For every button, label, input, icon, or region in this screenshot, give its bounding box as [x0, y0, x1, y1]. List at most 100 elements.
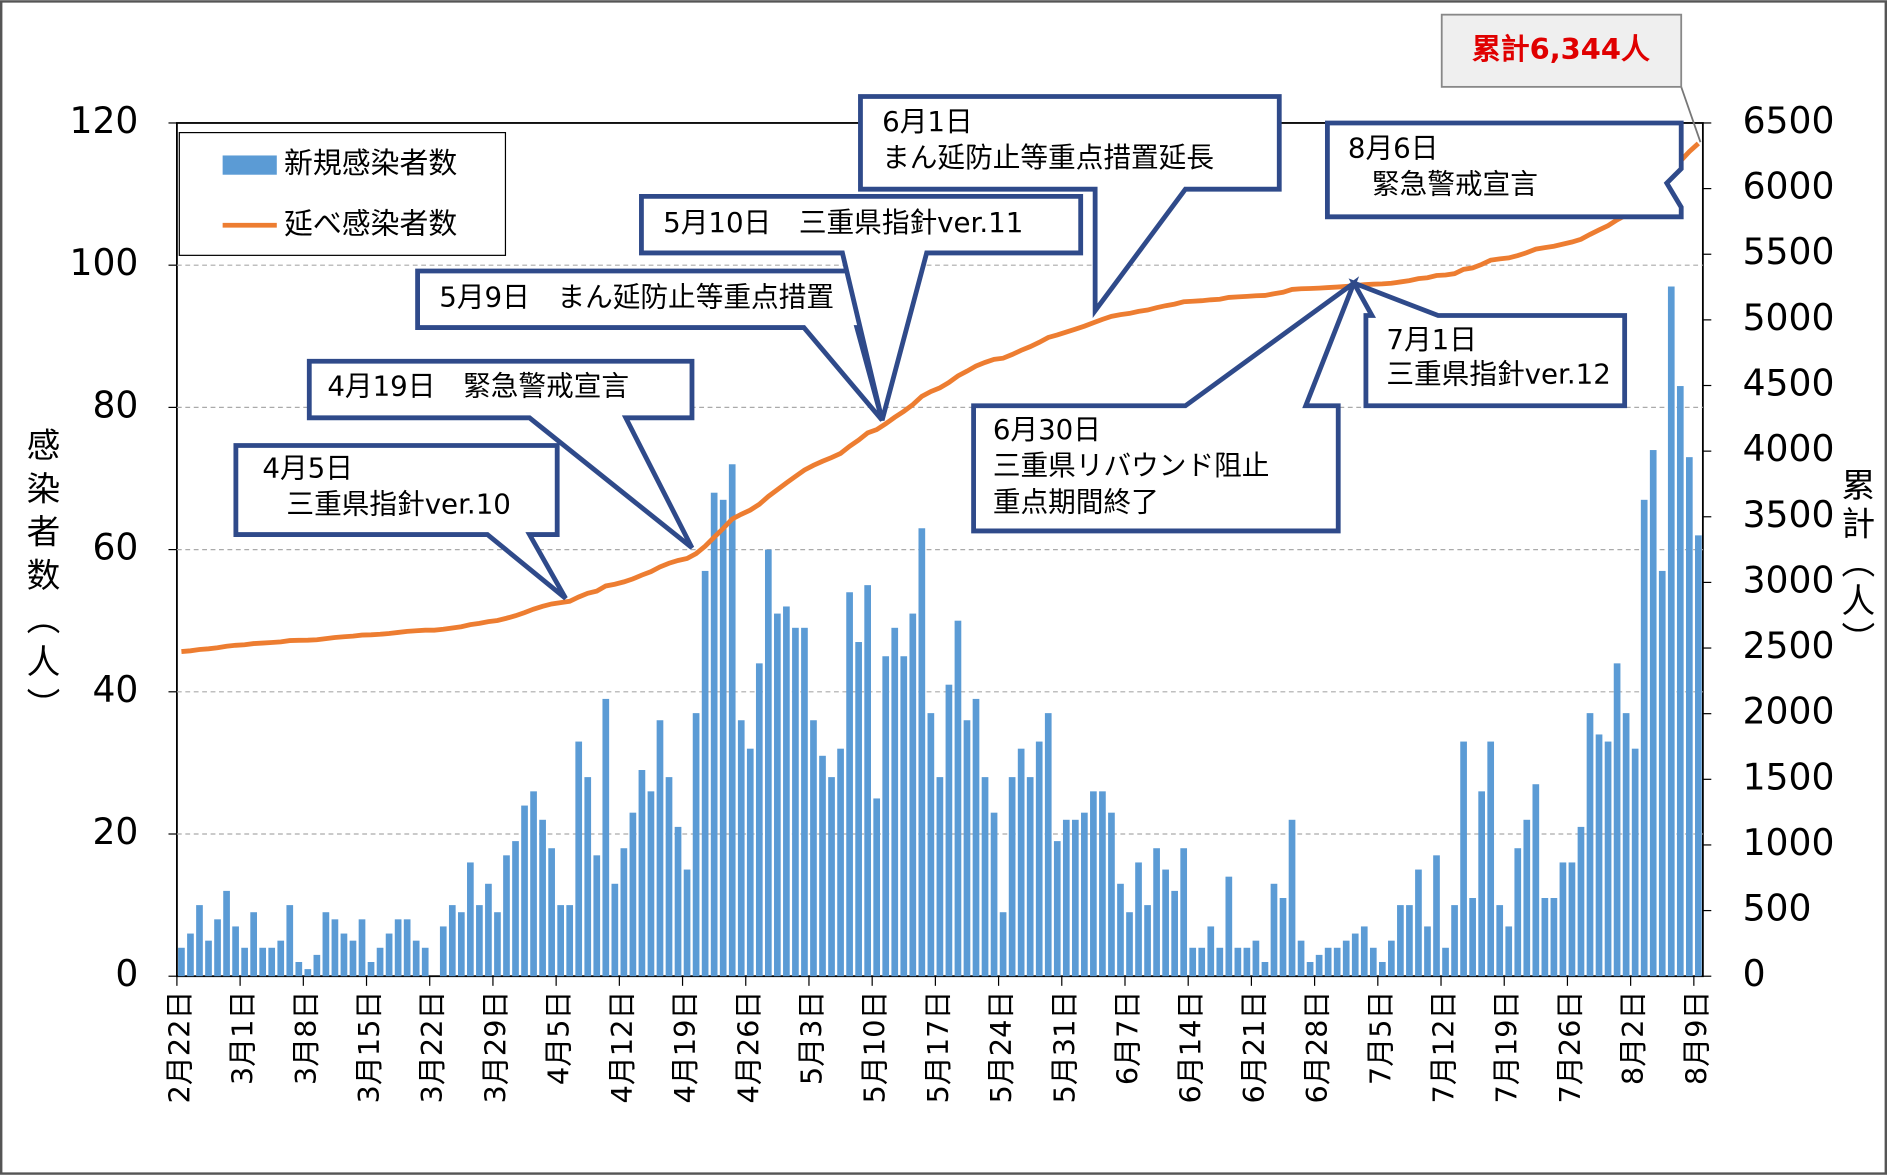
legend-swatch — [222, 155, 277, 175]
bar — [1270, 883, 1278, 977]
bar — [1198, 947, 1206, 977]
bar — [286, 905, 294, 977]
y2-tick-label: 6000 — [1743, 165, 1835, 208]
bar — [1685, 457, 1693, 977]
callout-box — [233, 443, 568, 601]
legend-box — [178, 131, 507, 256]
bar — [1631, 748, 1639, 977]
bar — [1514, 848, 1522, 977]
y2-tick-label: 3000 — [1743, 558, 1835, 601]
bar — [1333, 947, 1341, 977]
x-tick-label: 4月26日 — [731, 991, 765, 1104]
bar — [1225, 876, 1233, 977]
x-tick-label: 7月26日 — [1553, 991, 1587, 1104]
y2-tick-label: 500 — [1743, 887, 1812, 930]
annotation-text: 8月6日 — [1348, 131, 1439, 164]
bar — [178, 947, 185, 977]
bar — [1324, 947, 1332, 977]
bar — [1568, 862, 1576, 977]
bar — [367, 961, 375, 977]
bar — [575, 741, 583, 977]
bar — [936, 777, 944, 977]
bar — [1126, 912, 1133, 977]
y2-tick-label: 0 — [1743, 952, 1766, 995]
y-tick-label: 80 — [92, 383, 138, 426]
y2-tick-label: 1500 — [1743, 755, 1835, 798]
y-tick-label: 100 — [69, 241, 138, 284]
bar — [801, 627, 808, 977]
bar — [1559, 862, 1567, 977]
bar — [963, 720, 971, 977]
bar — [728, 464, 736, 977]
bar — [972, 698, 980, 977]
bar — [909, 613, 917, 977]
bar — [1144, 905, 1151, 977]
callout-box — [306, 358, 695, 550]
annotation-text: 三重県リバウンド阻止 — [993, 449, 1270, 482]
x-tick-label: 7月12日 — [1427, 991, 1461, 1104]
bar — [674, 826, 682, 977]
annotation-text: 三重県指針ver.12 — [1386, 358, 1610, 391]
y2-tick-label: 1000 — [1743, 821, 1835, 864]
callout-box — [971, 276, 1360, 534]
bar — [1135, 862, 1142, 977]
y-tick-label: 120 — [69, 99, 138, 142]
bar — [1658, 570, 1666, 977]
bar — [548, 848, 555, 977]
bar — [746, 748, 754, 977]
bar — [1180, 848, 1188, 977]
bar — [1433, 855, 1440, 977]
y2-tick-label: 4000 — [1743, 427, 1835, 470]
bar — [1604, 741, 1612, 977]
bar — [1171, 890, 1178, 977]
bar — [1252, 940, 1260, 977]
y2-tick-label: 4500 — [1743, 362, 1835, 405]
callout-leader — [1680, 86, 1702, 143]
bar — [1162, 869, 1169, 977]
bar — [376, 947, 384, 977]
y-tick-label: 40 — [92, 668, 138, 711]
bar — [990, 812, 998, 977]
bar — [1442, 947, 1449, 977]
bar — [1586, 713, 1594, 977]
bar — [837, 748, 844, 977]
bar — [1342, 940, 1350, 977]
y2-axis-title: 累計（人） — [1836, 467, 1875, 660]
bar — [448, 905, 456, 977]
bar — [1550, 897, 1558, 977]
bar — [187, 933, 194, 977]
bar — [566, 905, 574, 977]
bar — [1397, 905, 1404, 977]
bar — [1613, 663, 1621, 977]
y2-tick-label: 6500 — [1743, 99, 1835, 142]
bar — [1695, 535, 1702, 977]
y2-tick-label: 5500 — [1743, 230, 1835, 273]
bar — [683, 869, 691, 977]
bar — [485, 883, 492, 977]
bar — [1108, 812, 1115, 977]
bar — [1667, 286, 1675, 977]
bar — [241, 947, 248, 977]
bar — [295, 961, 303, 977]
bar — [521, 805, 528, 977]
bar — [1388, 940, 1395, 977]
y2-tick-label: 2000 — [1743, 690, 1835, 733]
callout-box — [1324, 120, 1684, 220]
bar — [1424, 926, 1431, 977]
x-tick-label: 6月7日 — [1111, 991, 1145, 1086]
bar — [439, 926, 447, 977]
bar — [1044, 713, 1052, 977]
bar — [783, 606, 790, 977]
bar — [1406, 905, 1413, 977]
x-tick-label: 7月5日 — [1363, 991, 1397, 1086]
callout-box — [1440, 13, 1683, 88]
bar — [1315, 954, 1323, 977]
bar — [1243, 947, 1251, 977]
annotation-text: 4月19日 緊急警戒宣言 — [327, 370, 629, 403]
x-tick-label: 5月17日 — [921, 991, 955, 1104]
bar — [755, 663, 763, 977]
bar — [1216, 947, 1224, 977]
bar — [232, 926, 239, 977]
bar — [340, 933, 348, 977]
bar — [629, 812, 637, 977]
